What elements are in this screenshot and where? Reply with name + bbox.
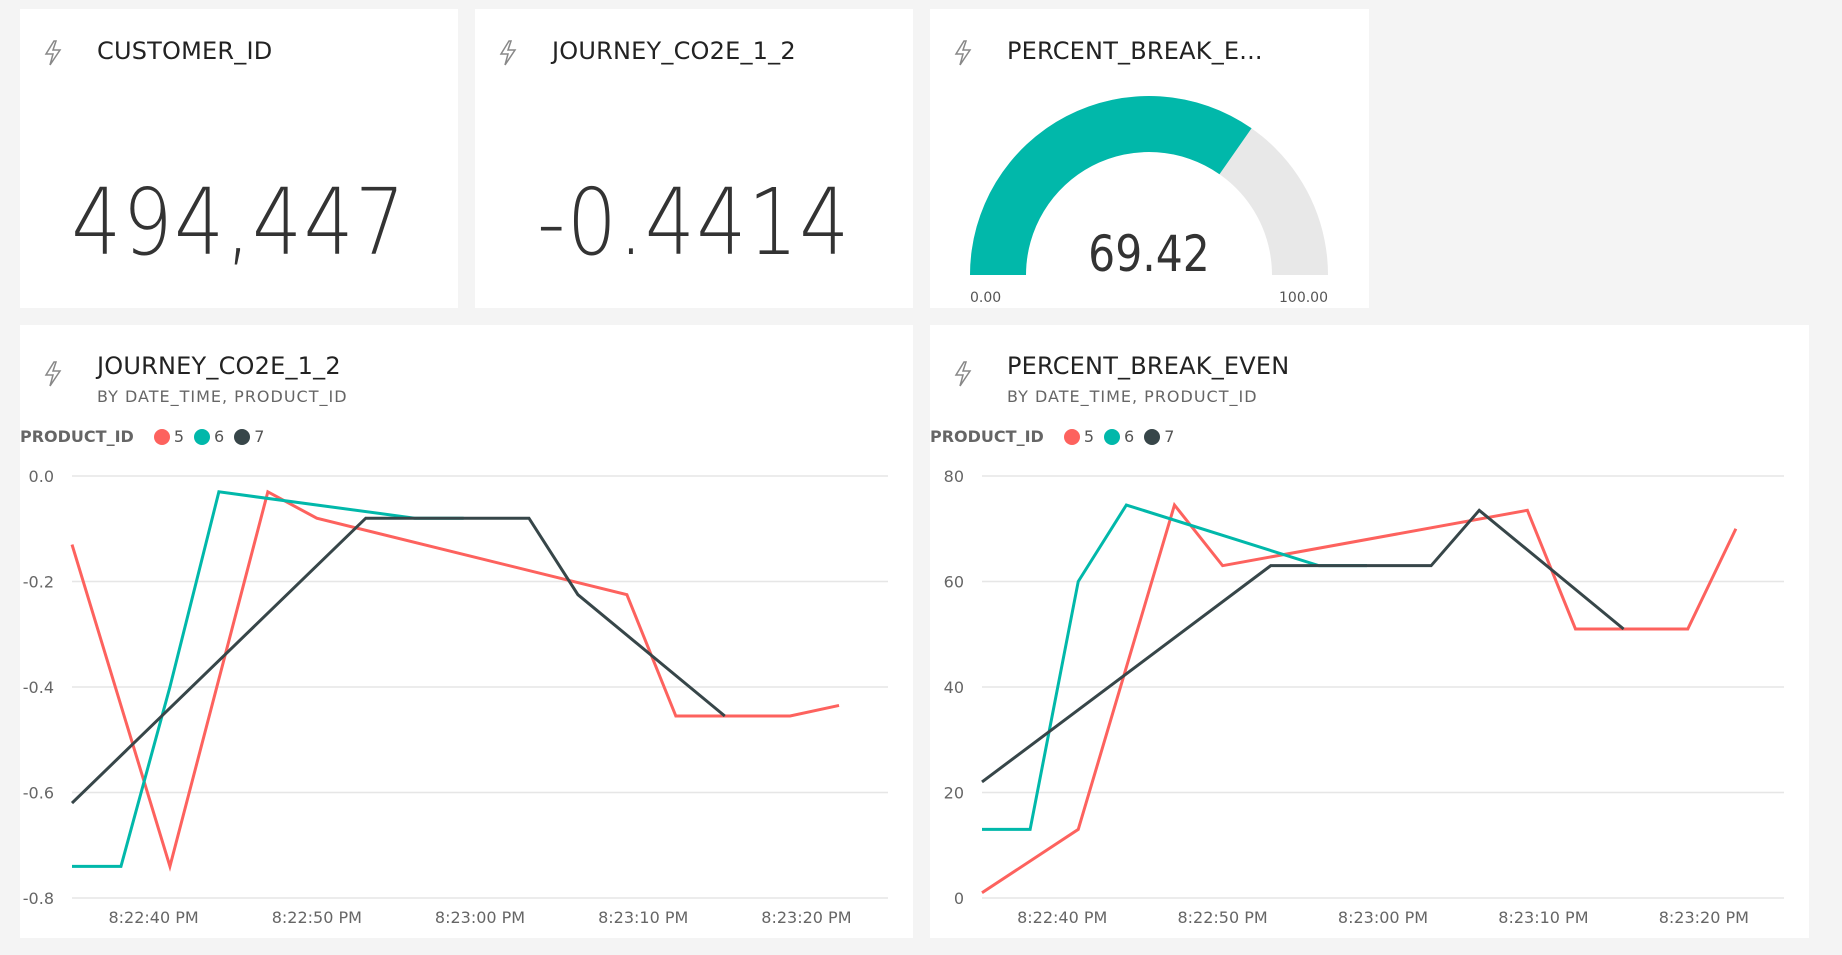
legend-title: PRODUCT_ID: [930, 427, 1044, 446]
y-tick-label: -0.4: [23, 678, 54, 697]
x-tick-label: 8:23:20 PM: [761, 908, 851, 927]
y-tick-label: -0.2: [23, 573, 54, 592]
series-line-5: [981, 501, 1738, 894]
series-line-7: [70, 516, 726, 805]
x-tick-label: 8:22:40 PM: [108, 908, 198, 927]
card-value: -0.4414: [537, 169, 851, 276]
y-tick-label: 80: [944, 467, 964, 486]
tile-title: JOURNEY_CO2E_1_2: [552, 37, 796, 65]
tile-journey-co2e[interactable]: JOURNEY_CO2E_1_2 -0.4414: [475, 9, 913, 308]
legend-label-5: 5: [173, 427, 184, 446]
legend-label-5: 5: [1083, 427, 1094, 446]
tile-title: CUSTOMER_ID: [97, 37, 273, 65]
streaming-bolt-icon: [44, 361, 62, 387]
x-tick-label: 8:22:40 PM: [1017, 908, 1107, 927]
series-line-6: [982, 503, 1367, 831]
chart-subtitle: BY DATE_TIME, PRODUCT_ID: [1007, 387, 1258, 406]
tile-percent-break-even-gauge[interactable]: PERCENT_BREAK_E... 69.42 0.00 100.00: [930, 9, 1369, 308]
chart-title: PERCENT_BREAK_EVEN: [1007, 352, 1290, 380]
y-tick-label: 0.0: [29, 467, 54, 486]
tile-title: PERCENT_BREAK_E...: [1007, 37, 1263, 65]
legend-label-7: 7: [254, 427, 265, 446]
legend-dot-6: [1104, 428, 1120, 445]
gauge-max-label: 100.00: [1279, 290, 1328, 306]
line-chart-plot: 0.0 -0.2 -0.4 -0.6 -0.8 8:22:40 PM 8:22:50 PM 8…: [23, 467, 888, 927]
series-line-5: [70, 489, 840, 872]
card-value: 494,447: [71, 169, 407, 276]
tile-customer-id[interactable]: CUSTOMER_ID 494,447: [20, 9, 458, 308]
y-tick-label: -0.8: [23, 889, 54, 908]
gauge-value: 69.42: [1088, 225, 1210, 283]
streaming-bolt-icon: [44, 40, 62, 66]
x-tick-label: 8:23:00 PM: [435, 908, 525, 927]
x-tick-label: 8:22:50 PM: [1177, 908, 1267, 927]
x-tick-label: 8:23:10 PM: [1498, 908, 1588, 927]
legend-title: PRODUCT_ID: [20, 427, 134, 446]
x-tick-label: 8:23:00 PM: [1338, 908, 1428, 927]
legend-dot-7: [1144, 428, 1161, 445]
streaming-bolt-icon: [499, 40, 517, 66]
legend-dot-6: [194, 428, 210, 445]
streaming-bolt-icon: [954, 361, 972, 387]
x-tick-label: 8:23:20 PM: [1659, 908, 1749, 927]
gauge-fill: [970, 95, 1252, 276]
legend-label-6: 6: [214, 427, 225, 446]
legend-dot-7: [234, 428, 251, 445]
series-line-7: [981, 508, 1625, 784]
gauge: 69.42 0.00 100.00: [970, 95, 1328, 306]
legend-dot-5: [153, 428, 170, 445]
tile-journey-line-chart[interactable]: JOURNEY_CO2E_1_2 BY DATE_TIME, PRODUCT_I…: [20, 325, 913, 938]
legend-label-6: 6: [1124, 427, 1135, 446]
streaming-bolt-icon: [954, 40, 972, 66]
y-tick-label: 60: [944, 573, 964, 592]
y-tick-label: 40: [944, 678, 964, 697]
chart-title: JOURNEY_CO2E_1_2: [97, 352, 341, 380]
y-tick-label: -0.6: [23, 784, 54, 803]
chart-legend: PRODUCT_ID 5 6 7: [930, 427, 1174, 446]
legend-label-7: 7: [1164, 427, 1175, 446]
chart-legend: PRODUCT_ID 5 6 7: [20, 427, 264, 446]
tile-percent-break-even-line-chart[interactable]: PERCENT_BREAK_EVEN BY DATE_TIME, PRODUCT…: [930, 325, 1809, 938]
x-tick-label: 8:23:10 PM: [598, 908, 688, 927]
series-line-6: [72, 490, 464, 868]
chart-subtitle: BY DATE_TIME, PRODUCT_ID: [97, 387, 348, 406]
y-tick-label: 0: [954, 889, 964, 908]
y-tick-label: 20: [944, 784, 964, 803]
line-chart-plot: 80 60 40 20 0 8:22:40 PM 8:22:50 PM 8:23:00 PM 8…: [944, 467, 1784, 927]
gauge-min-label: 0.00: [970, 290, 1001, 306]
legend-dot-5: [1063, 428, 1080, 445]
x-tick-label: 8:22:50 PM: [272, 908, 362, 927]
